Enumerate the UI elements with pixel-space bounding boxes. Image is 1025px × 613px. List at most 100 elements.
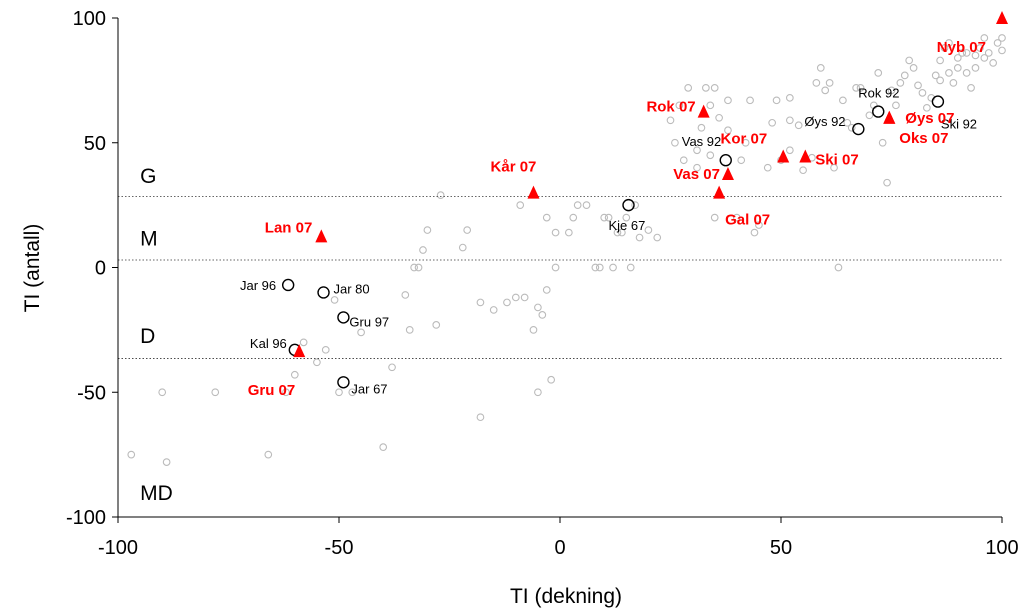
triangle-point-label: Ski 07	[815, 151, 858, 168]
background-point	[653, 233, 662, 242]
background-point	[706, 151, 715, 160]
background-point	[564, 228, 573, 237]
background-point	[542, 286, 551, 294]
circle-point-label: Gru 97	[349, 314, 389, 329]
background-point	[763, 163, 772, 172]
background-point	[534, 388, 542, 397]
background-point	[847, 123, 856, 132]
highlight-circle-point	[337, 376, 350, 389]
background-point	[299, 338, 308, 347]
background-point	[595, 263, 604, 272]
highlight-circle-point	[852, 122, 865, 136]
y-tick-label: -100	[66, 507, 106, 529]
background-point	[799, 166, 807, 175]
background-point	[693, 163, 701, 172]
triangle-point-label: Kår 07	[491, 159, 537, 176]
triangle-point-label: Oks 07	[899, 130, 948, 147]
background-point	[419, 246, 427, 254]
background-point	[967, 84, 975, 92]
point-labels-layer: Jar 96 Jar 80 Gru 97 Kal 96 Jar 67 Kje 67 Vas …	[240, 39, 986, 399]
zone-label: M	[140, 228, 158, 251]
triangle-point-label: Lan 07	[265, 219, 313, 236]
axes-layer: -100 -50 0 50 100 -100 -50 0 50 100	[66, 8, 1019, 559]
background-point	[529, 326, 538, 334]
highlight-circle-point	[281, 278, 295, 292]
highlight-circle-point	[872, 105, 885, 118]
background-point	[684, 84, 693, 92]
background-point	[993, 39, 1002, 47]
background-point	[949, 79, 958, 87]
background-point	[436, 191, 445, 199]
background-point	[675, 101, 684, 110]
background-point	[834, 263, 843, 272]
red-triangle-point	[799, 149, 812, 163]
background-point	[971, 64, 980, 72]
x-tick-label: -50	[325, 537, 354, 559]
background-point	[635, 233, 644, 242]
background-point	[772, 96, 781, 105]
y-tick-label: -50	[77, 382, 106, 404]
background-point	[405, 326, 414, 334]
triangle-point-label: Øys 07	[905, 110, 954, 127]
y-tick-label: 50	[84, 133, 106, 155]
circle-point-label: Kje 67	[609, 218, 646, 233]
background-point	[883, 178, 891, 187]
background-point	[989, 59, 998, 67]
background-point	[865, 111, 874, 120]
background-point	[945, 39, 953, 47]
background-point	[945, 69, 953, 77]
background-point	[503, 298, 511, 307]
highlight-circle-point	[317, 286, 330, 299]
background-point	[211, 388, 220, 397]
background-points-layer	[127, 34, 1006, 466]
background-point	[313, 358, 321, 367]
highlight-circle-point	[931, 95, 945, 108]
background-point	[618, 228, 626, 237]
background-point	[998, 46, 1006, 55]
background-point	[547, 375, 556, 384]
background-point	[706, 101, 715, 110]
zone-label: G	[140, 165, 156, 188]
red-triangle-point	[777, 149, 790, 163]
background-point	[896, 79, 905, 87]
background-point	[538, 311, 547, 319]
highlight-circle-point	[719, 154, 732, 167]
circle-point-label: Kal 96	[250, 336, 287, 351]
highlight-circle-point	[337, 311, 350, 324]
highlight-circle-point	[622, 198, 635, 212]
x-tick-label: 0	[554, 537, 565, 559]
background-point	[551, 263, 560, 272]
background-point	[613, 228, 622, 237]
background-point	[980, 54, 989, 62]
background-point	[909, 64, 918, 72]
background-point	[980, 34, 989, 42]
triangle-point-label: Nyb 07	[937, 39, 986, 56]
x-tick-label: -100	[98, 537, 138, 559]
background-point	[414, 263, 423, 272]
background-point	[631, 201, 639, 209]
triangle-point-label: Vas 07	[673, 166, 720, 183]
zone-label: D	[140, 325, 155, 348]
background-point	[839, 96, 847, 105]
background-point	[874, 69, 883, 77]
background-point	[666, 116, 675, 125]
background-point	[604, 213, 613, 222]
background-point	[489, 306, 498, 314]
background-point	[582, 201, 591, 209]
red-triangle-point	[527, 185, 540, 199]
background-point	[516, 201, 525, 209]
background-point	[591, 263, 600, 272]
background-point	[940, 44, 949, 52]
background-point	[724, 96, 732, 105]
background-point	[984, 49, 993, 57]
background-point	[476, 413, 485, 422]
background-point	[746, 96, 754, 105]
background-point	[282, 388, 290, 397]
background-point	[887, 86, 896, 95]
circle-point-label: Jar 96	[240, 278, 276, 293]
background-point	[936, 76, 944, 85]
background-point	[785, 116, 794, 125]
background-point	[905, 56, 914, 65]
background-point	[741, 138, 750, 147]
